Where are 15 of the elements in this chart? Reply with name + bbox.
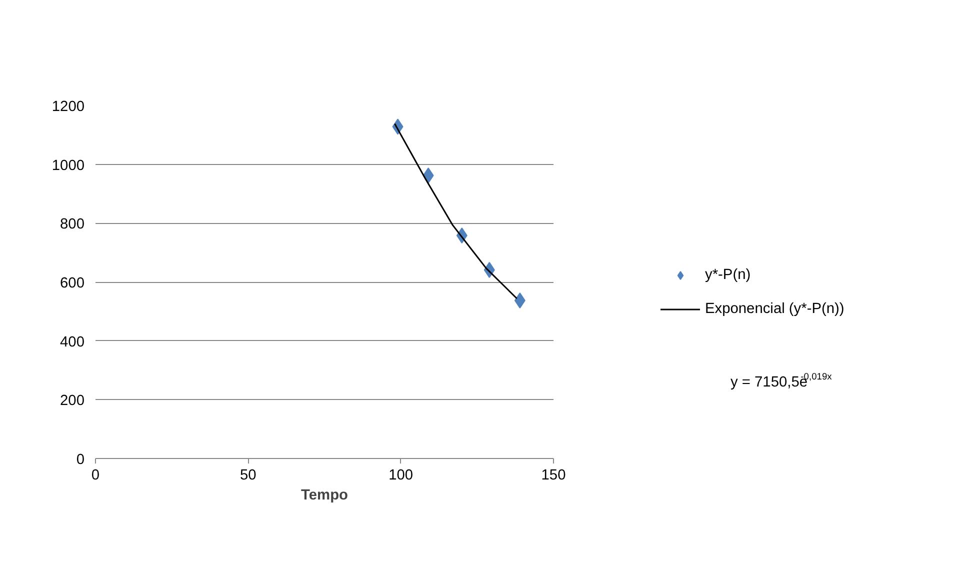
x-tick-label: 50 [240, 468, 256, 484]
y-tick-label: 400 [60, 334, 85, 350]
x-tick-label: 100 [388, 468, 414, 484]
x-axis-title: Tempo [301, 488, 348, 504]
x-tick-label: 0 [91, 468, 100, 484]
y-tick-label: 0 [76, 452, 85, 468]
text: y = 7150,5e-0,019x [730, 372, 832, 390]
legend-label: Exponencial (y*-P(n)) [705, 301, 844, 317]
y-tick-label: 200 [60, 393, 85, 410]
y-tick-label: 800 [60, 216, 85, 233]
legend-label: y*-P(n) [705, 267, 751, 283]
y-tick-label: 1000 [52, 158, 85, 174]
y-tick-label: 1200 [52, 99, 85, 115]
y-tick-label: 600 [60, 276, 85, 292]
x-tick-label: 150 [541, 468, 566, 484]
